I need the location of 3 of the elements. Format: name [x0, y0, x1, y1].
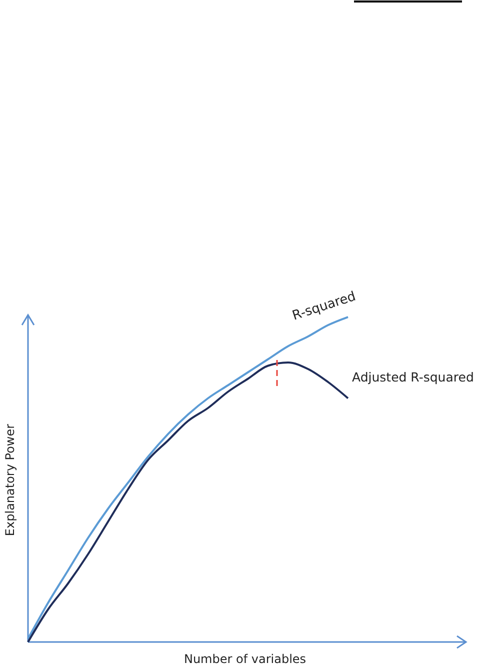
series-label: Adjusted R-squared: [352, 369, 474, 384]
y-axis-title: Explanatory Power: [3, 424, 17, 536]
x-axis-title: Number of variables: [184, 652, 306, 666]
